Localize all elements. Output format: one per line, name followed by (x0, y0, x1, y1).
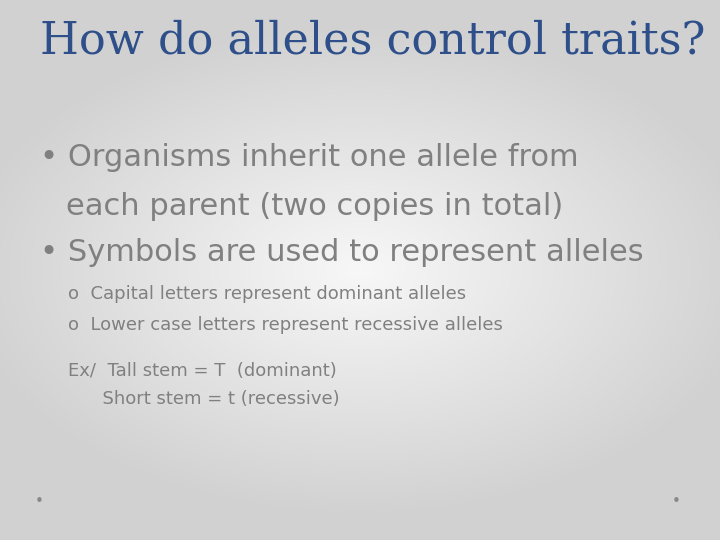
Text: •: • (35, 494, 43, 509)
Text: o  Capital letters represent dominant alleles: o Capital letters represent dominant all… (68, 285, 467, 303)
Text: Short stem = t (recessive): Short stem = t (recessive) (68, 390, 340, 408)
Text: How do alleles control traits?: How do alleles control traits? (40, 19, 705, 62)
Text: o  Lower case letters represent recessive alleles: o Lower case letters represent recessive… (68, 316, 503, 334)
Text: •: • (672, 494, 680, 509)
Text: Ex/  Tall stem = T  (dominant): Ex/ Tall stem = T (dominant) (68, 362, 337, 380)
Text: • Organisms inherit one allele from: • Organisms inherit one allele from (40, 143, 578, 172)
Text: • Symbols are used to represent alleles: • Symbols are used to represent alleles (40, 238, 643, 267)
Text: each parent (two copies in total): each parent (two copies in total) (66, 192, 564, 221)
